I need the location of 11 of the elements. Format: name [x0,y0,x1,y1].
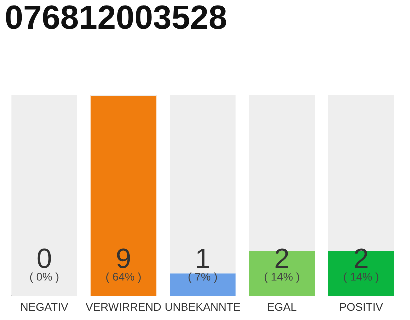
data-label: 2 ( 14% ) [344,248,379,284]
x-tick-label: UNBEKANNTE [166,303,240,312]
data-label: 0 ( 0% ) [30,248,59,284]
x-tick-label: POSITIV [340,303,384,312]
x-tick-label: EGAL [268,303,297,312]
data-label: 2 ( 14% ) [264,248,300,284]
x-tick-label: NEGATIV [21,303,68,312]
data-label: 9 ( 64% ) [106,248,141,284]
x-tick-label: VERWIRREND [86,303,162,311]
data-label: 1 ( 7% ) [188,249,218,284]
chart-title: 076812003528 [6,6,226,30]
